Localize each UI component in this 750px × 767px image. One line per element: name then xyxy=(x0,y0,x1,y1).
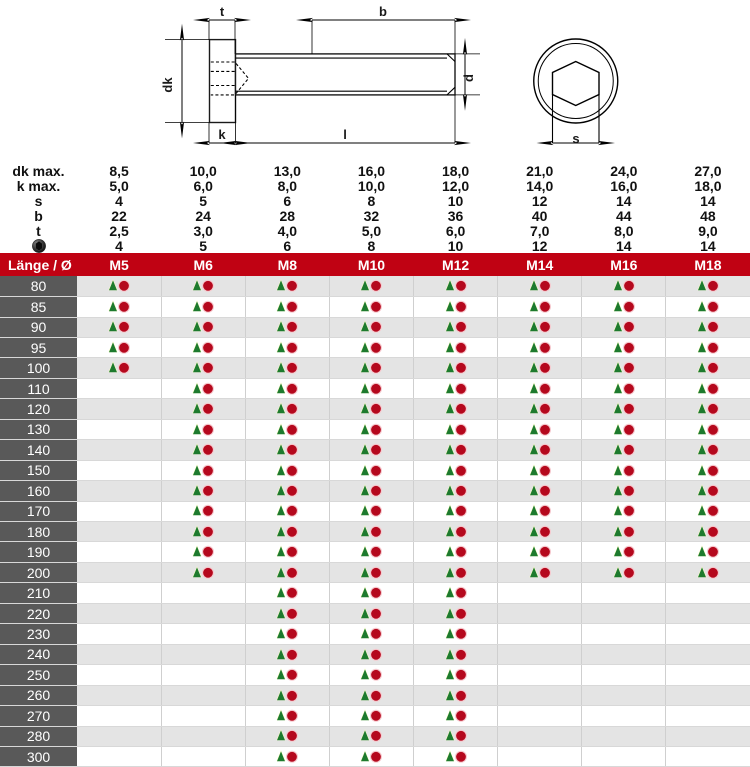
svg-text:l: l xyxy=(343,127,347,142)
svg-text:k: k xyxy=(218,127,226,142)
svg-text:b: b xyxy=(379,4,387,19)
svg-text:s: s xyxy=(572,131,579,146)
svg-text:t: t xyxy=(220,4,225,19)
svg-text:d: d xyxy=(461,74,476,82)
svg-text:dk: dk xyxy=(160,77,175,93)
